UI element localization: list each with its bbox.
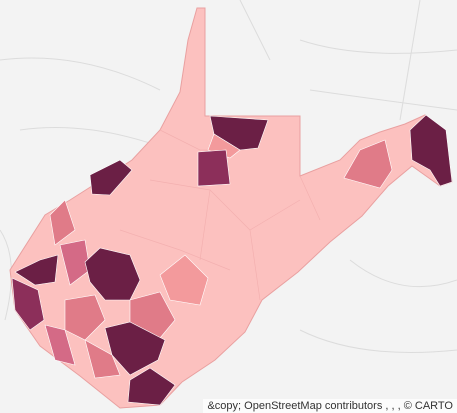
attribution: &copy; OpenStreetMap contributors , , , …: [203, 399, 457, 413]
counties: [11, 114, 453, 406]
county-borders: [119, 129, 321, 301]
state-outline: [9, 7, 453, 409]
